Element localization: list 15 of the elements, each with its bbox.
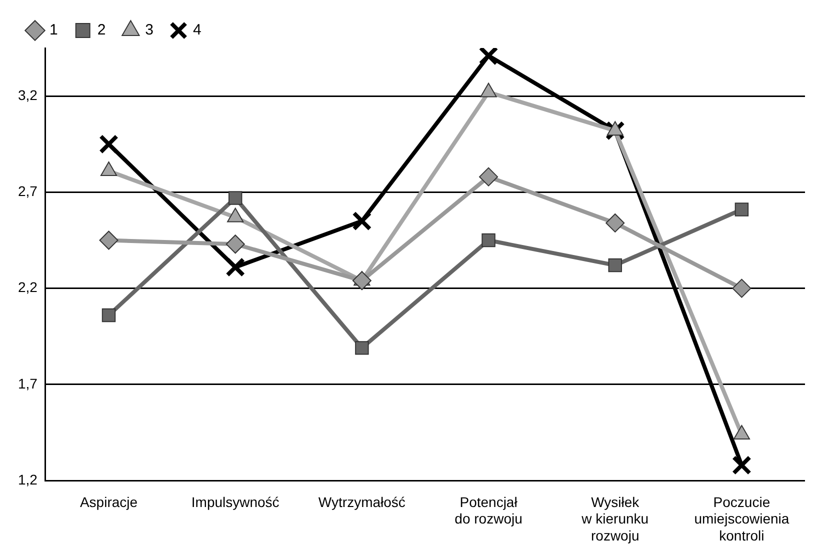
y-tick-label: 3,2: [18, 86, 38, 103]
x-tick-label: Potencjał do rozwoju: [454, 494, 522, 527]
y-tick-label: 2,7: [18, 183, 38, 200]
x-tick-label: Wytrzymałość: [318, 494, 406, 510]
y-tick-label: 2,2: [18, 279, 38, 296]
y-tick-label: 1,7: [18, 375, 38, 392]
x-tick-label: Poczucie umiejscowienia kontroli: [694, 494, 790, 544]
x-tick-label: Impulsywność: [191, 494, 280, 510]
legend-label: 4: [193, 22, 202, 39]
x-tick-label: Wysiłek w kierunku rozwoju: [580, 494, 649, 544]
legend-label: 3: [145, 22, 154, 39]
y-tick-label: 1,2: [18, 471, 38, 488]
legend-label: 2: [97, 22, 106, 39]
legend-label: 1: [50, 22, 58, 39]
x-tick-label: Aspiracje: [80, 494, 138, 510]
